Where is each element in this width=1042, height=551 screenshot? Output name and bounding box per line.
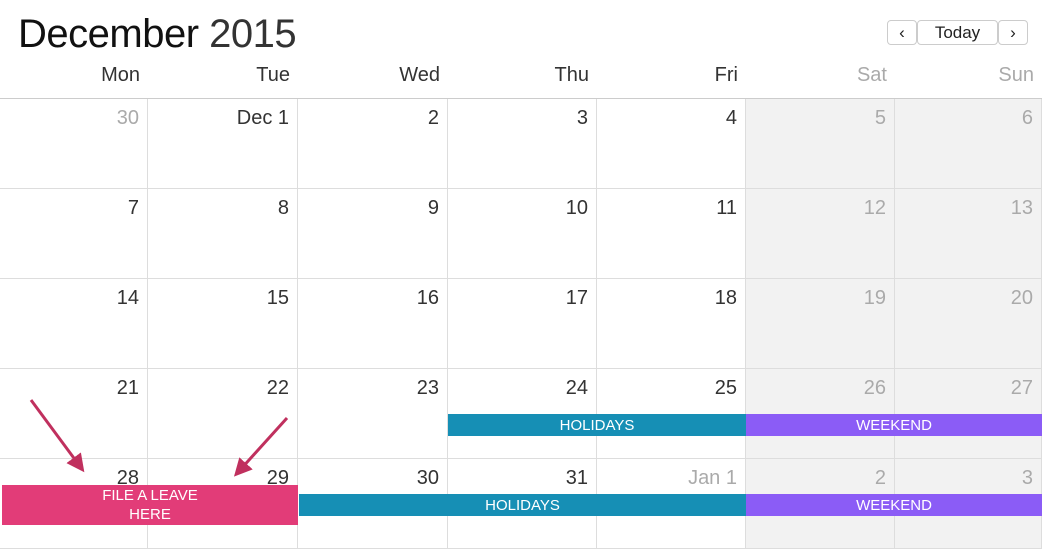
- day-number: 16: [416, 287, 439, 309]
- day-number: 2: [874, 467, 886, 489]
- day-number: 28: [116, 467, 139, 489]
- page-title: December 2015: [18, 12, 297, 57]
- day-cell[interactable]: 3: [448, 99, 597, 189]
- day-number: 30: [416, 467, 439, 489]
- day-number: 26: [863, 377, 886, 399]
- weekday-header-tue: Tue: [256, 64, 290, 86]
- day-cell[interactable]: 22: [148, 369, 298, 459]
- day-number: 7: [127, 197, 139, 219]
- day-number: 27: [1010, 377, 1033, 399]
- day-number: 19: [863, 287, 886, 309]
- day-cell[interactable]: 4: [597, 99, 746, 189]
- day-number: 17: [565, 287, 588, 309]
- day-number: Dec 1: [236, 107, 289, 129]
- month-label: December: [18, 12, 199, 56]
- day-number: 11: [716, 197, 737, 219]
- day-number: 18: [714, 287, 737, 309]
- day-number: 3: [1021, 467, 1033, 489]
- day-number: 21: [116, 377, 139, 399]
- day-number: 6: [1021, 107, 1033, 129]
- chevron-left-icon: ‹: [899, 22, 905, 42]
- day-cell[interactable]: 14: [0, 279, 148, 369]
- chevron-right-icon: ›: [1010, 22, 1016, 42]
- weekday-header-sat: Sat: [856, 64, 887, 86]
- day-number: 22: [266, 377, 289, 399]
- day-number: 13: [1010, 197, 1033, 219]
- day-number: 29: [266, 467, 289, 489]
- weekday-header-fri: Fri: [714, 64, 738, 86]
- day-number: 4: [725, 107, 737, 129]
- holidays-event[interactable]: HOLIDAYS: [299, 494, 746, 516]
- day-number: 12: [863, 197, 886, 219]
- weekday-header-thu: Thu: [554, 64, 589, 86]
- holidays-event[interactable]: HOLIDAYS: [448, 414, 746, 436]
- day-number: 8: [277, 197, 289, 219]
- day-number: 24: [565, 377, 588, 399]
- day-cell[interactable]: 15: [148, 279, 298, 369]
- day-cell[interactable]: 7: [0, 189, 148, 279]
- day-number: 9: [427, 197, 439, 219]
- prev-button[interactable]: ‹: [887, 20, 917, 45]
- day-cell[interactable]: 17: [448, 279, 597, 369]
- weekday-header-wed: Wed: [399, 64, 440, 86]
- day-number: 3: [576, 107, 588, 129]
- day-number: 20: [1010, 287, 1033, 309]
- day-cell[interactable]: 13: [895, 189, 1042, 279]
- day-number: 30: [116, 107, 139, 129]
- weekend-event[interactable]: WEEKEND: [746, 494, 1042, 516]
- next-button[interactable]: ›: [998, 20, 1028, 45]
- day-cell[interactable]: 11: [597, 189, 746, 279]
- day-cell[interactable]: 20: [895, 279, 1042, 369]
- day-cell[interactable]: 21: [0, 369, 148, 459]
- day-cell[interactable]: 8: [148, 189, 298, 279]
- day-cell[interactable]: 9: [298, 189, 448, 279]
- day-number: 14: [116, 287, 139, 309]
- day-cell[interactable]: 16: [298, 279, 448, 369]
- day-cell[interactable]: Dec 1: [148, 99, 298, 189]
- day-number: 10: [565, 197, 588, 219]
- day-cell[interactable]: 6: [895, 99, 1042, 189]
- file-leave-event[interactable]: FILE A LEAVE HERE: [2, 485, 298, 525]
- day-number: 25: [714, 377, 737, 399]
- day-cell[interactable]: 19: [746, 279, 895, 369]
- today-button[interactable]: Today: [917, 20, 998, 45]
- day-number: Jan 1: [688, 467, 737, 489]
- year-label: 2015: [209, 12, 297, 56]
- day-number: 5: [874, 107, 886, 129]
- day-number: 2: [427, 107, 439, 129]
- weekday-header-sun: Sun: [998, 64, 1034, 86]
- day-cell[interactable]: 12: [746, 189, 895, 279]
- day-cell[interactable]: 30: [0, 99, 148, 189]
- day-number: 23: [416, 377, 439, 399]
- weekday-header-mon: Mon: [101, 64, 140, 86]
- day-cell[interactable]: 18: [597, 279, 746, 369]
- weekend-event[interactable]: WEEKEND: [746, 414, 1042, 436]
- day-cell[interactable]: 5: [746, 99, 895, 189]
- day-number: 15: [266, 287, 289, 309]
- month-grid: 30 Dec 1 2 3 4 5 6 7 8 9 10 11 12 13 14 15 16 17 18 19 20 21 2…: [0, 98, 1042, 551]
- day-number: 31: [565, 467, 588, 489]
- day-cell[interactable]: 2: [298, 99, 448, 189]
- day-cell[interactable]: 10: [448, 189, 597, 279]
- day-cell[interactable]: 23: [298, 369, 448, 459]
